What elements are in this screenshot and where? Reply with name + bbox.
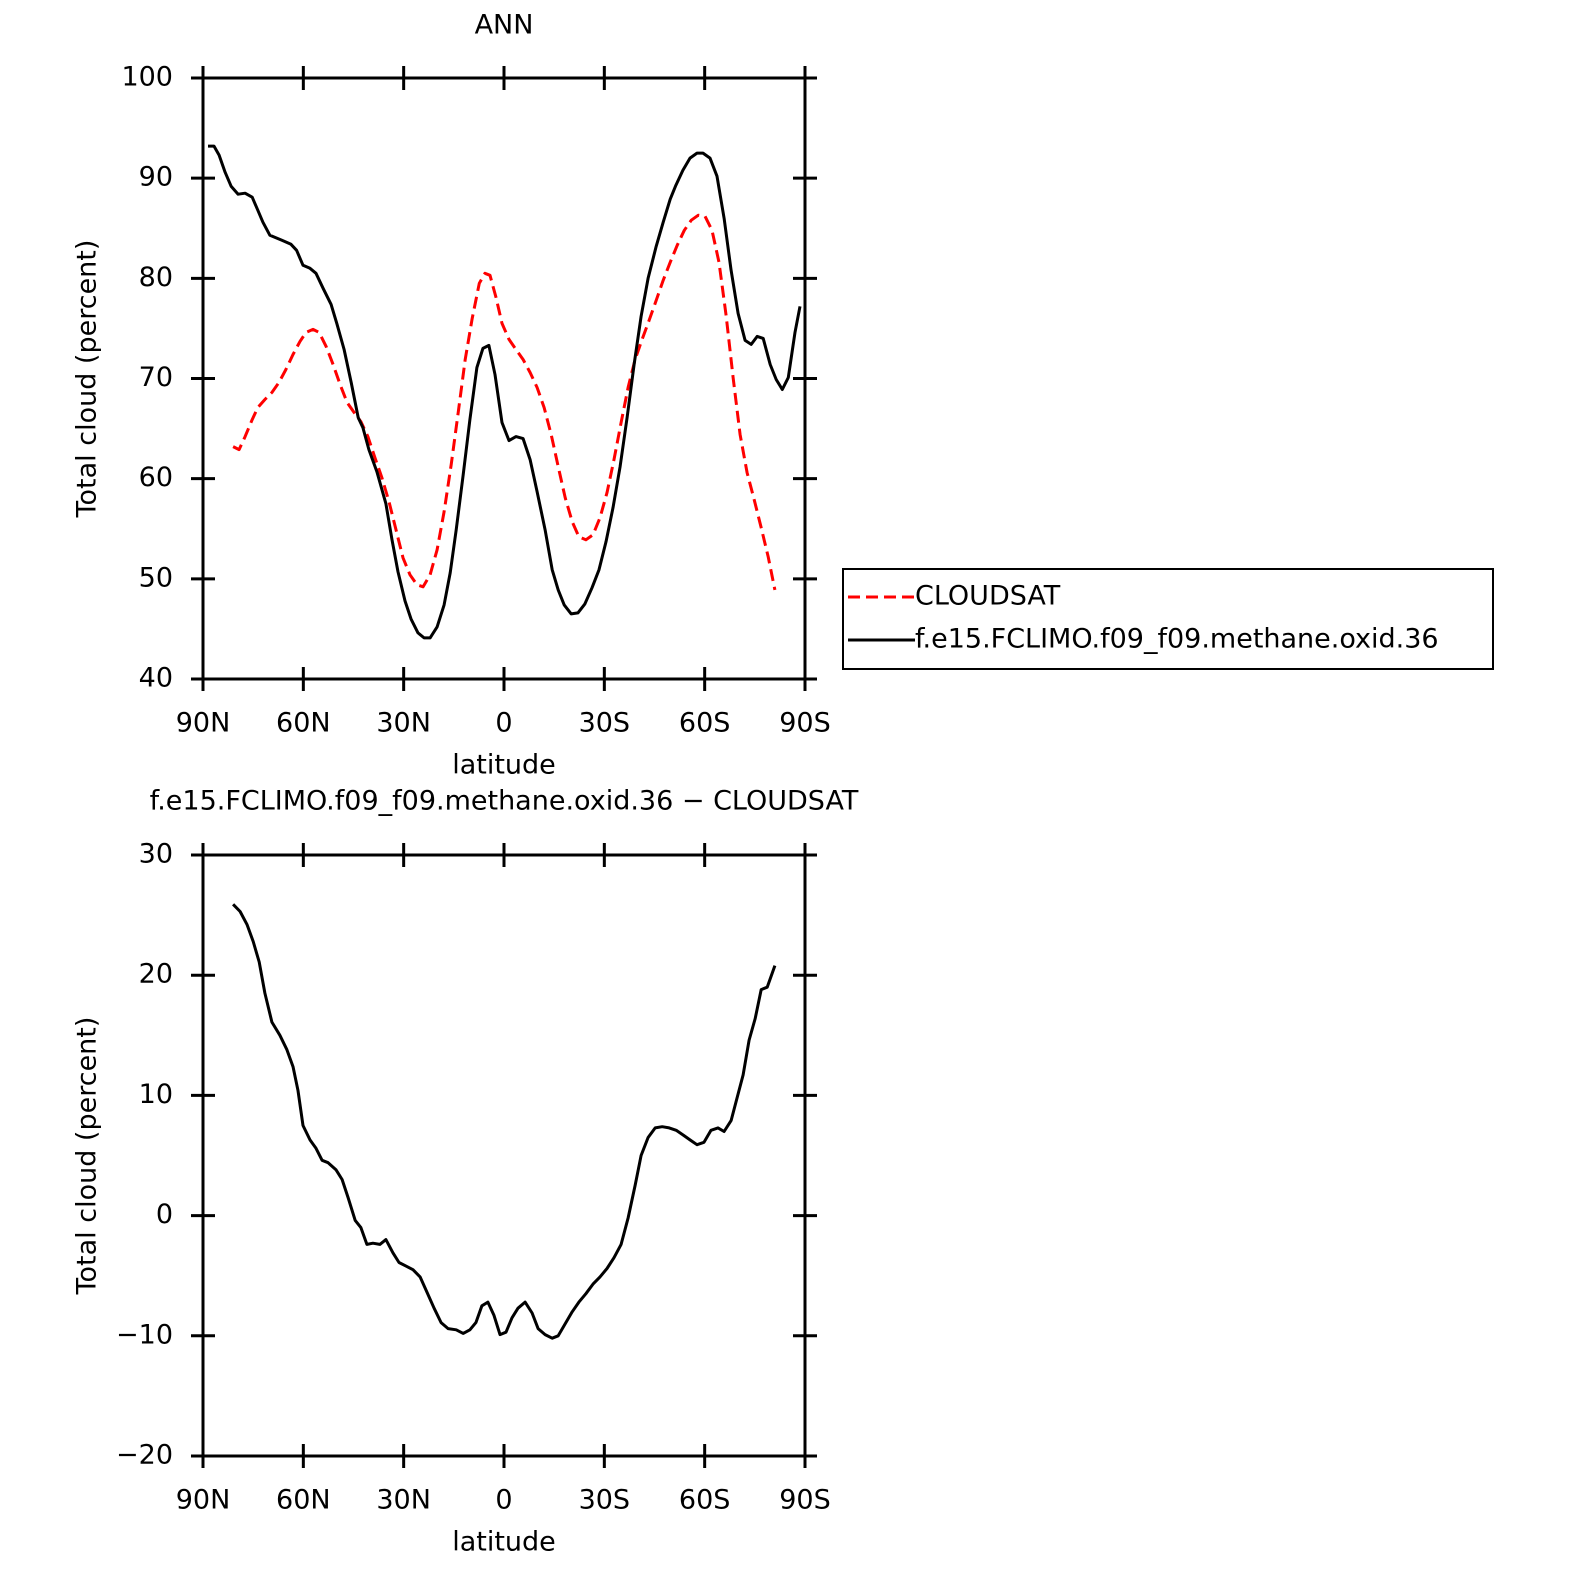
series-line (232, 903, 777, 1340)
x-tick-label: 30N (376, 1485, 431, 1516)
y-tick-label: 50 (139, 562, 173, 593)
y-tick-label: 0 (156, 1199, 173, 1230)
y-tick-label: 30 (139, 839, 173, 870)
y-tick-label: 60 (139, 462, 173, 493)
legend-label: f.e15.FCLIMO.f09_f09.methane.oxid.36 (915, 624, 1439, 655)
y-tick-label: −20 (116, 1440, 173, 1471)
legend-box (842, 568, 1494, 670)
y-tick-label: 80 (139, 262, 173, 293)
y-tick-label: 90 (139, 162, 173, 193)
series-line (208, 144, 802, 640)
x-tick-label: 60N (276, 708, 331, 739)
x-tick-label: 90N (176, 708, 231, 739)
x-tick-label: 0 (495, 1485, 512, 1516)
y-tick-label: 10 (139, 1079, 173, 1110)
y-tick-label: 70 (139, 362, 173, 393)
x-tick-label: 30N (376, 708, 431, 739)
chart-title: f.e15.FCLIMO.f09_f09.methane.oxid.36 − C… (150, 786, 859, 817)
series-line (232, 213, 777, 591)
x-tick-label: 60S (679, 1485, 731, 1516)
x-axis-label: latitude (452, 750, 556, 781)
x-tick-label: 60S (679, 708, 731, 739)
x-tick-label: 30S (579, 708, 631, 739)
legend-label: CLOUDSAT (915, 581, 1061, 612)
y-tick-label: −10 (116, 1319, 173, 1350)
y-axis-label: Total cloud (percent) (72, 240, 103, 519)
x-tick-label: 30S (579, 1485, 631, 1516)
chart-title: ANN (475, 10, 534, 41)
x-axis-label: latitude (452, 1527, 556, 1558)
x-tick-label: 60N (276, 1485, 331, 1516)
plot-frame (201, 853, 807, 1458)
y-tick-label: 100 (121, 62, 173, 93)
x-tick-label: 0 (495, 708, 512, 739)
y-axis-label: Total cloud (percent) (72, 1017, 103, 1296)
y-tick-label: 20 (139, 959, 173, 990)
x-tick-label: 90S (779, 708, 831, 739)
y-tick-label: 40 (139, 663, 173, 694)
x-tick-label: 90N (176, 1485, 231, 1516)
x-tick-label: 90S (779, 1485, 831, 1516)
